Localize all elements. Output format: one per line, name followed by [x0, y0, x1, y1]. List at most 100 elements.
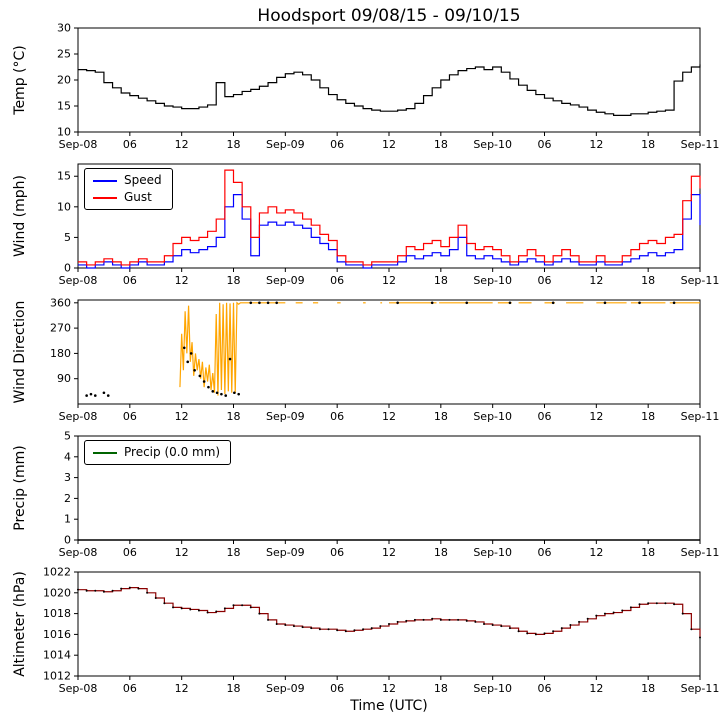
- svg-text:Sep-09: Sep-09: [266, 138, 305, 151]
- precip-line-swatch: [93, 451, 117, 454]
- svg-text:18: 18: [227, 546, 241, 559]
- y-axis-label-precip: Precip (mm): [12, 445, 28, 531]
- svg-text:18: 18: [641, 138, 655, 151]
- svg-text:1016: 1016: [43, 628, 71, 641]
- svg-text:06: 06: [330, 546, 344, 559]
- svg-text:Sep-09: Sep-09: [266, 410, 305, 423]
- svg-text:360: 360: [50, 296, 71, 309]
- precip-legend: Precip (0.0 mm): [84, 440, 232, 465]
- svg-text:18: 18: [227, 410, 241, 423]
- svg-text:12: 12: [175, 410, 189, 423]
- svg-text:15: 15: [57, 170, 71, 183]
- svg-text:06: 06: [123, 138, 137, 151]
- svg-text:18: 18: [227, 138, 241, 151]
- svg-text:18: 18: [641, 410, 655, 423]
- svg-text:Sep-11: Sep-11: [681, 546, 720, 559]
- svg-text:06: 06: [330, 410, 344, 423]
- svg-text:Sep-09: Sep-09: [266, 682, 305, 695]
- svg-text:Sep-10: Sep-10: [473, 274, 512, 287]
- svg-text:12: 12: [589, 410, 603, 423]
- svg-text:18: 18: [434, 138, 448, 151]
- svg-text:Sep-10: Sep-10: [473, 546, 512, 559]
- svg-text:12: 12: [382, 274, 396, 287]
- svg-text:06: 06: [538, 138, 552, 151]
- svg-text:1022: 1022: [43, 566, 71, 579]
- svg-text:270: 270: [50, 322, 71, 335]
- svg-text:06: 06: [123, 410, 137, 423]
- svg-text:12: 12: [175, 138, 189, 151]
- svg-text:12: 12: [382, 410, 396, 423]
- svg-text:06: 06: [538, 274, 552, 287]
- svg-text:06: 06: [538, 682, 552, 695]
- svg-text:18: 18: [434, 274, 448, 287]
- svg-text:Sep-08: Sep-08: [59, 546, 98, 559]
- svg-text:Sep-10: Sep-10: [473, 682, 512, 695]
- legend-row-precip: Precip (0.0 mm): [93, 444, 220, 461]
- svg-text:0: 0: [64, 262, 71, 275]
- svg-text:12: 12: [175, 682, 189, 695]
- chart-title: Hoodsport 09/08/15 - 09/10/15: [257, 6, 521, 26]
- speed-line-swatch: [93, 179, 117, 182]
- svg-text:18: 18: [434, 682, 448, 695]
- svg-text:12: 12: [589, 682, 603, 695]
- svg-text:06: 06: [330, 682, 344, 695]
- svg-text:Sep-09: Sep-09: [266, 546, 305, 559]
- wind-legend: Speed Gust: [84, 168, 173, 210]
- svg-text:18: 18: [227, 274, 241, 287]
- svg-text:06: 06: [123, 546, 137, 559]
- svg-text:1018: 1018: [43, 607, 71, 620]
- svg-text:30: 30: [57, 22, 71, 35]
- y-axis-label-altimeter: Altimeter (hPa): [12, 571, 28, 677]
- gust-legend-label: Gust: [124, 190, 152, 204]
- svg-text:25: 25: [57, 48, 71, 61]
- speed-legend-label: Speed: [124, 173, 162, 187]
- svg-text:4: 4: [64, 450, 71, 463]
- svg-text:12: 12: [589, 138, 603, 151]
- svg-text:12: 12: [382, 682, 396, 695]
- svg-text:10: 10: [57, 126, 71, 139]
- svg-text:1014: 1014: [43, 649, 71, 662]
- svg-text:1: 1: [64, 513, 71, 526]
- x-axis-label: Time (UTC): [350, 698, 428, 714]
- svg-text:18: 18: [227, 682, 241, 695]
- svg-text:Sep-10: Sep-10: [473, 410, 512, 423]
- svg-text:06: 06: [538, 546, 552, 559]
- svg-text:90: 90: [57, 372, 71, 385]
- svg-text:180: 180: [50, 347, 71, 360]
- y-axis-label-wind: Wind (mph): [12, 175, 28, 257]
- svg-text:06: 06: [123, 682, 137, 695]
- svg-text:Sep-11: Sep-11: [681, 274, 720, 287]
- svg-text:Sep-08: Sep-08: [59, 682, 98, 695]
- svg-text:1020: 1020: [43, 586, 71, 599]
- svg-text:Sep-08: Sep-08: [59, 274, 98, 287]
- svg-text:06: 06: [123, 274, 137, 287]
- svg-text:10: 10: [57, 200, 71, 213]
- svg-text:18: 18: [641, 682, 655, 695]
- svg-text:12: 12: [175, 546, 189, 559]
- svg-text:18: 18: [641, 274, 655, 287]
- svg-text:12: 12: [175, 274, 189, 287]
- svg-text:2: 2: [64, 492, 71, 505]
- svg-text:06: 06: [330, 274, 344, 287]
- svg-text:06: 06: [538, 410, 552, 423]
- svg-text:1012: 1012: [43, 670, 71, 683]
- svg-text:5: 5: [64, 231, 71, 244]
- y-axis-label-direction: Wind Direction: [12, 300, 28, 404]
- svg-text:12: 12: [589, 546, 603, 559]
- svg-text:12: 12: [382, 546, 396, 559]
- precip-legend-label: Precip (0.0 mm): [124, 445, 221, 459]
- svg-text:18: 18: [434, 546, 448, 559]
- gust-line-swatch: [93, 196, 117, 199]
- svg-text:12: 12: [382, 138, 396, 151]
- svg-text:15: 15: [57, 100, 71, 113]
- svg-text:Sep-09: Sep-09: [266, 274, 305, 287]
- svg-text:18: 18: [641, 546, 655, 559]
- svg-text:Sep-11: Sep-11: [681, 410, 720, 423]
- svg-text:0: 0: [64, 534, 71, 547]
- svg-text:12: 12: [589, 274, 603, 287]
- svg-text:Sep-11: Sep-11: [681, 138, 720, 151]
- svg-text:06: 06: [330, 138, 344, 151]
- svg-text:5: 5: [64, 430, 71, 443]
